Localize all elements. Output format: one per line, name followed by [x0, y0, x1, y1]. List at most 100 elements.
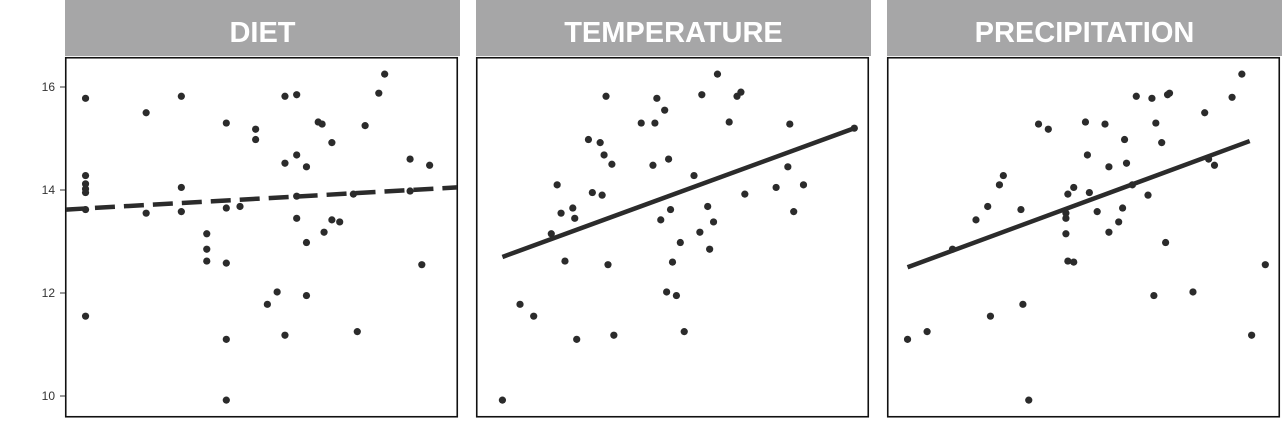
- data-point: [381, 70, 389, 78]
- data-point: [657, 216, 665, 224]
- data-point: [672, 291, 681, 300]
- y-tick-label: 10: [42, 389, 56, 403]
- data-point: [1248, 331, 1256, 339]
- y-tick-label: 16: [42, 80, 56, 94]
- data-point: [1062, 230, 1070, 238]
- y-tick-label: 14: [42, 183, 56, 197]
- data-point: [704, 202, 712, 211]
- data-point: [790, 208, 798, 216]
- data-point: [1189, 288, 1197, 296]
- data-point: [177, 208, 185, 216]
- panel-frame: [64, 56, 459, 418]
- data-point: [1064, 257, 1072, 265]
- data-point: [273, 288, 281, 296]
- data-point: [1017, 205, 1025, 214]
- data-point: [336, 218, 344, 226]
- data-point: [293, 151, 301, 159]
- data-point: [81, 312, 90, 320]
- data-point: [177, 183, 185, 192]
- data-point: [573, 335, 581, 343]
- data-point: [426, 161, 434, 169]
- data-point: [203, 245, 211, 253]
- data-point: [784, 163, 792, 171]
- data-point: [772, 183, 780, 192]
- panel-strip: [476, 0, 871, 56]
- trend-line: [906, 138, 1251, 270]
- data-point: [604, 261, 612, 269]
- data-point: [1115, 218, 1123, 226]
- data-point: [588, 188, 596, 197]
- data-point: [236, 202, 244, 211]
- panels: DIET TEMPERATURE PRECIPITATION: [64, 0, 1282, 418]
- data-point: [498, 396, 507, 404]
- data-point: [698, 91, 706, 99]
- data-point: [1201, 109, 1209, 117]
- data-point: [328, 216, 336, 224]
- data-point: [584, 135, 593, 144]
- data-point: [375, 89, 383, 97]
- data-point: [252, 135, 260, 144]
- data-point: [737, 88, 745, 96]
- data-point: [142, 209, 150, 217]
- data-point: [984, 202, 992, 211]
- trend-line: [65, 185, 458, 212]
- data-point: [406, 187, 414, 195]
- data-point: [142, 109, 150, 117]
- data-point: [571, 214, 579, 222]
- data-point: [1261, 261, 1269, 269]
- data-point: [516, 300, 524, 308]
- data-point: [418, 261, 426, 269]
- data-point: [676, 238, 684, 247]
- data-point: [1162, 238, 1170, 247]
- data-point: [1062, 214, 1070, 222]
- data-point: [281, 92, 289, 100]
- data-point: [530, 312, 538, 320]
- data-point: [222, 335, 230, 343]
- data-point: [222, 204, 230, 212]
- panel-title: PRECIPITATION: [975, 17, 1195, 49]
- data-point: [637, 119, 645, 127]
- data-point: [1238, 70, 1246, 78]
- data-point: [741, 190, 749, 198]
- data-point: [281, 159, 289, 167]
- data-point: [1148, 94, 1156, 102]
- data-point: [1158, 139, 1166, 147]
- data-point: [999, 171, 1007, 180]
- trend-line: [501, 126, 856, 260]
- data-point: [596, 139, 604, 147]
- panel-title: DIET: [229, 17, 295, 49]
- data-point: [81, 171, 90, 180]
- data-point: [302, 291, 311, 300]
- data-point: [1105, 163, 1113, 171]
- data-point: [1105, 228, 1113, 236]
- data-point: [1152, 119, 1160, 127]
- data-point: [318, 120, 326, 128]
- panel-diet: DIET: [64, 0, 460, 418]
- data-point: [1228, 93, 1236, 101]
- data-point: [353, 328, 361, 336]
- data-point: [81, 180, 90, 188]
- data-point: [547, 230, 555, 238]
- data-point: [1120, 135, 1129, 144]
- data-point: [903, 335, 912, 343]
- panel-precipitation: PRECIPITATION: [886, 0, 1282, 418]
- data-point: [1122, 159, 1131, 167]
- data-point: [349, 190, 357, 198]
- data-point: [1044, 125, 1052, 133]
- panel-frame: [475, 56, 870, 418]
- data-point: [328, 139, 336, 147]
- data-point: [1101, 120, 1109, 128]
- data-point: [972, 216, 980, 224]
- data-point: [293, 91, 301, 99]
- data-point: [653, 94, 661, 102]
- data-point: [663, 288, 671, 296]
- data-point: [706, 245, 714, 253]
- data-point: [1150, 291, 1158, 300]
- data-point: [610, 331, 618, 339]
- data-point: [1064, 190, 1072, 198]
- data-point: [1083, 151, 1092, 159]
- data-point: [1093, 208, 1101, 216]
- data-point: [302, 163, 311, 171]
- data-point: [696, 228, 704, 236]
- data-point: [553, 181, 561, 189]
